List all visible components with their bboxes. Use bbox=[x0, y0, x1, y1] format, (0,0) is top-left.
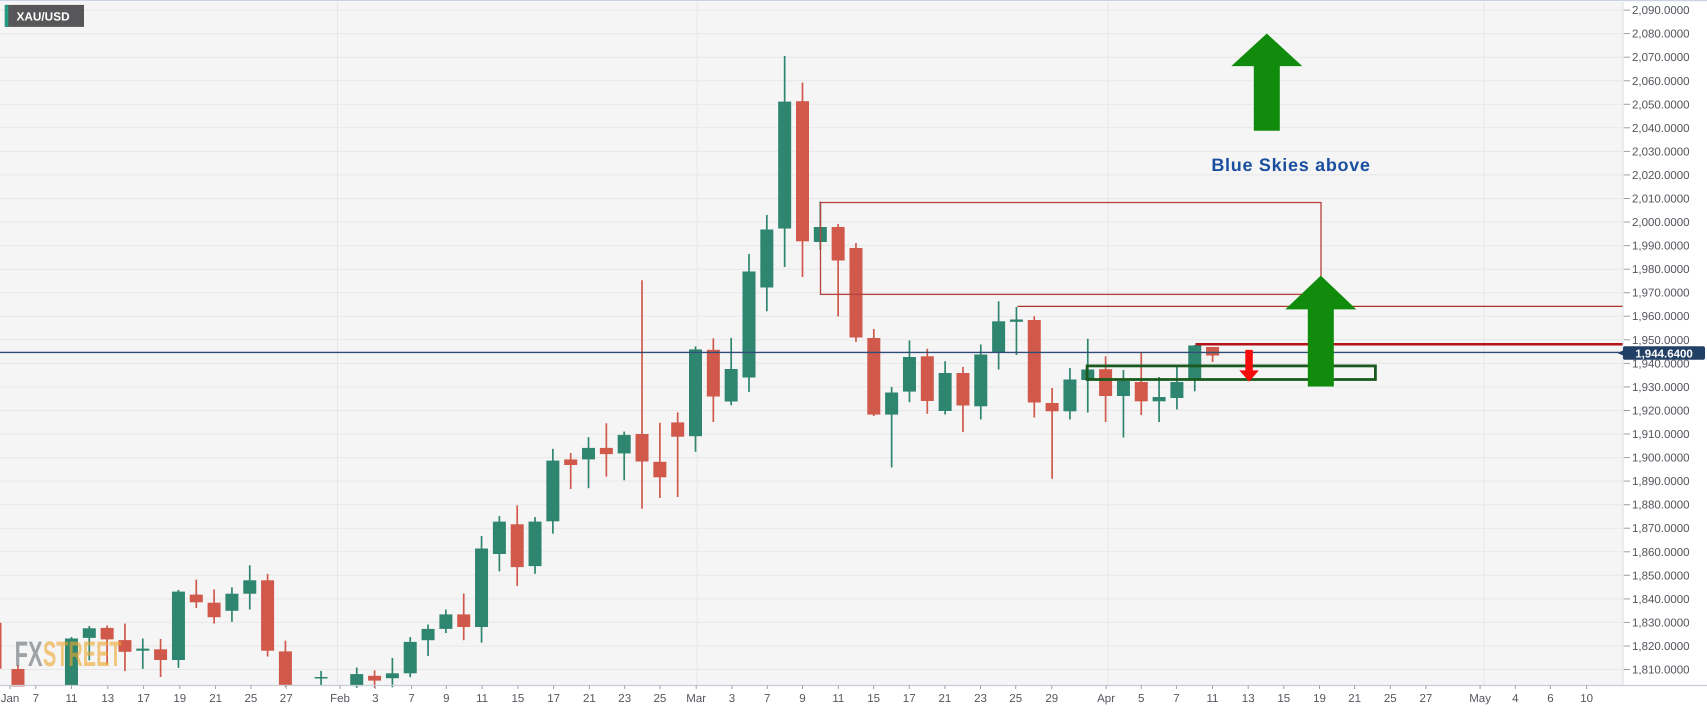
svg-text:1,940.0000: 1,940.0000 bbox=[1632, 358, 1690, 370]
svg-text:10: 10 bbox=[1580, 693, 1593, 705]
svg-text:21: 21 bbox=[1348, 693, 1361, 705]
svg-text:27: 27 bbox=[1420, 693, 1433, 705]
svg-text:13: 13 bbox=[1242, 693, 1255, 705]
svg-text:13: 13 bbox=[101, 693, 114, 705]
svg-text:2,070.0000: 2,070.0000 bbox=[1632, 52, 1690, 64]
svg-text:2,080.0000: 2,080.0000 bbox=[1632, 29, 1690, 41]
svg-text:Blue Skies above: Blue Skies above bbox=[1211, 155, 1370, 175]
svg-text:1,900.0000: 1,900.0000 bbox=[1632, 453, 1690, 465]
svg-text:21: 21 bbox=[939, 693, 952, 705]
svg-text:25: 25 bbox=[1009, 693, 1022, 705]
svg-text:1,990.0000: 1,990.0000 bbox=[1632, 241, 1690, 253]
svg-text:11: 11 bbox=[66, 693, 78, 705]
svg-text:21: 21 bbox=[583, 693, 596, 705]
svg-text:1,970.0000: 1,970.0000 bbox=[1632, 288, 1690, 300]
svg-text:29: 29 bbox=[1045, 693, 1058, 705]
svg-text:2,060.0000: 2,060.0000 bbox=[1632, 76, 1690, 88]
svg-text:9: 9 bbox=[799, 693, 805, 705]
svg-text:17: 17 bbox=[547, 693, 560, 705]
svg-text:1,980.0000: 1,980.0000 bbox=[1632, 264, 1690, 276]
svg-text:May: May bbox=[1469, 693, 1491, 705]
svg-text:1,910.0000: 1,910.0000 bbox=[1632, 429, 1690, 441]
svg-text:1,944.6400: 1,944.6400 bbox=[1635, 348, 1693, 360]
svg-text:Apr: Apr bbox=[1097, 693, 1115, 705]
svg-text:15: 15 bbox=[1277, 693, 1290, 705]
svg-text:1,860.0000: 1,860.0000 bbox=[1632, 547, 1690, 559]
svg-text:Feb: Feb bbox=[330, 693, 350, 705]
svg-text:15: 15 bbox=[867, 693, 880, 705]
svg-text:3: 3 bbox=[372, 693, 378, 705]
svg-text:23: 23 bbox=[618, 693, 631, 705]
svg-text:11: 11 bbox=[1207, 693, 1219, 705]
svg-text:9: 9 bbox=[443, 693, 449, 705]
svg-text:1,810.0000: 1,810.0000 bbox=[1632, 665, 1690, 677]
svg-text:2,000.0000: 2,000.0000 bbox=[1632, 217, 1690, 229]
svg-text:19: 19 bbox=[1313, 693, 1326, 705]
svg-text:2,030.0000: 2,030.0000 bbox=[1632, 146, 1690, 158]
svg-text:1,930.0000: 1,930.0000 bbox=[1632, 382, 1690, 394]
svg-text:11: 11 bbox=[832, 693, 844, 705]
svg-text:7: 7 bbox=[408, 693, 414, 705]
svg-text:1,890.0000: 1,890.0000 bbox=[1632, 476, 1690, 488]
svg-text:21: 21 bbox=[209, 693, 222, 705]
svg-text:1,850.0000: 1,850.0000 bbox=[1632, 570, 1690, 582]
svg-text:23: 23 bbox=[974, 693, 987, 705]
svg-text:2,010.0000: 2,010.0000 bbox=[1632, 194, 1690, 206]
svg-text:1,840.0000: 1,840.0000 bbox=[1632, 594, 1690, 606]
svg-text:2,050.0000: 2,050.0000 bbox=[1632, 99, 1690, 111]
svg-text:Jan: Jan bbox=[1, 693, 20, 705]
svg-text:1,820.0000: 1,820.0000 bbox=[1632, 641, 1690, 653]
svg-text:1,960.0000: 1,960.0000 bbox=[1632, 311, 1690, 323]
svg-text:XAU/USD: XAU/USD bbox=[17, 10, 71, 24]
svg-text:STREET: STREET bbox=[43, 634, 122, 674]
svg-text:15: 15 bbox=[512, 693, 525, 705]
svg-text:2,090.0000: 2,090.0000 bbox=[1632, 5, 1690, 17]
svg-text:Mar: Mar bbox=[686, 693, 706, 705]
svg-text:7: 7 bbox=[1173, 693, 1179, 705]
svg-text:11: 11 bbox=[476, 693, 488, 705]
svg-text:25: 25 bbox=[245, 693, 258, 705]
svg-text:2,020.0000: 2,020.0000 bbox=[1632, 170, 1690, 182]
svg-text:1,870.0000: 1,870.0000 bbox=[1632, 523, 1690, 535]
svg-text:FX: FX bbox=[15, 634, 43, 674]
svg-text:7: 7 bbox=[33, 693, 39, 705]
svg-text:1,830.0000: 1,830.0000 bbox=[1632, 617, 1690, 629]
svg-text:1,920.0000: 1,920.0000 bbox=[1632, 406, 1690, 418]
svg-text:19: 19 bbox=[173, 693, 186, 705]
svg-text:7: 7 bbox=[764, 693, 770, 705]
svg-text:25: 25 bbox=[654, 693, 667, 705]
svg-text:17: 17 bbox=[137, 693, 150, 705]
svg-text:25: 25 bbox=[1384, 693, 1397, 705]
svg-text:6: 6 bbox=[1547, 693, 1553, 705]
svg-text:27: 27 bbox=[280, 693, 293, 705]
svg-text:3: 3 bbox=[729, 693, 735, 705]
svg-text:2,040.0000: 2,040.0000 bbox=[1632, 123, 1690, 135]
svg-text:1,880.0000: 1,880.0000 bbox=[1632, 500, 1690, 512]
svg-text:17: 17 bbox=[903, 693, 916, 705]
svg-text:1,950.0000: 1,950.0000 bbox=[1632, 335, 1690, 347]
svg-text:4: 4 bbox=[1512, 693, 1519, 705]
svg-text:5: 5 bbox=[1138, 693, 1144, 705]
